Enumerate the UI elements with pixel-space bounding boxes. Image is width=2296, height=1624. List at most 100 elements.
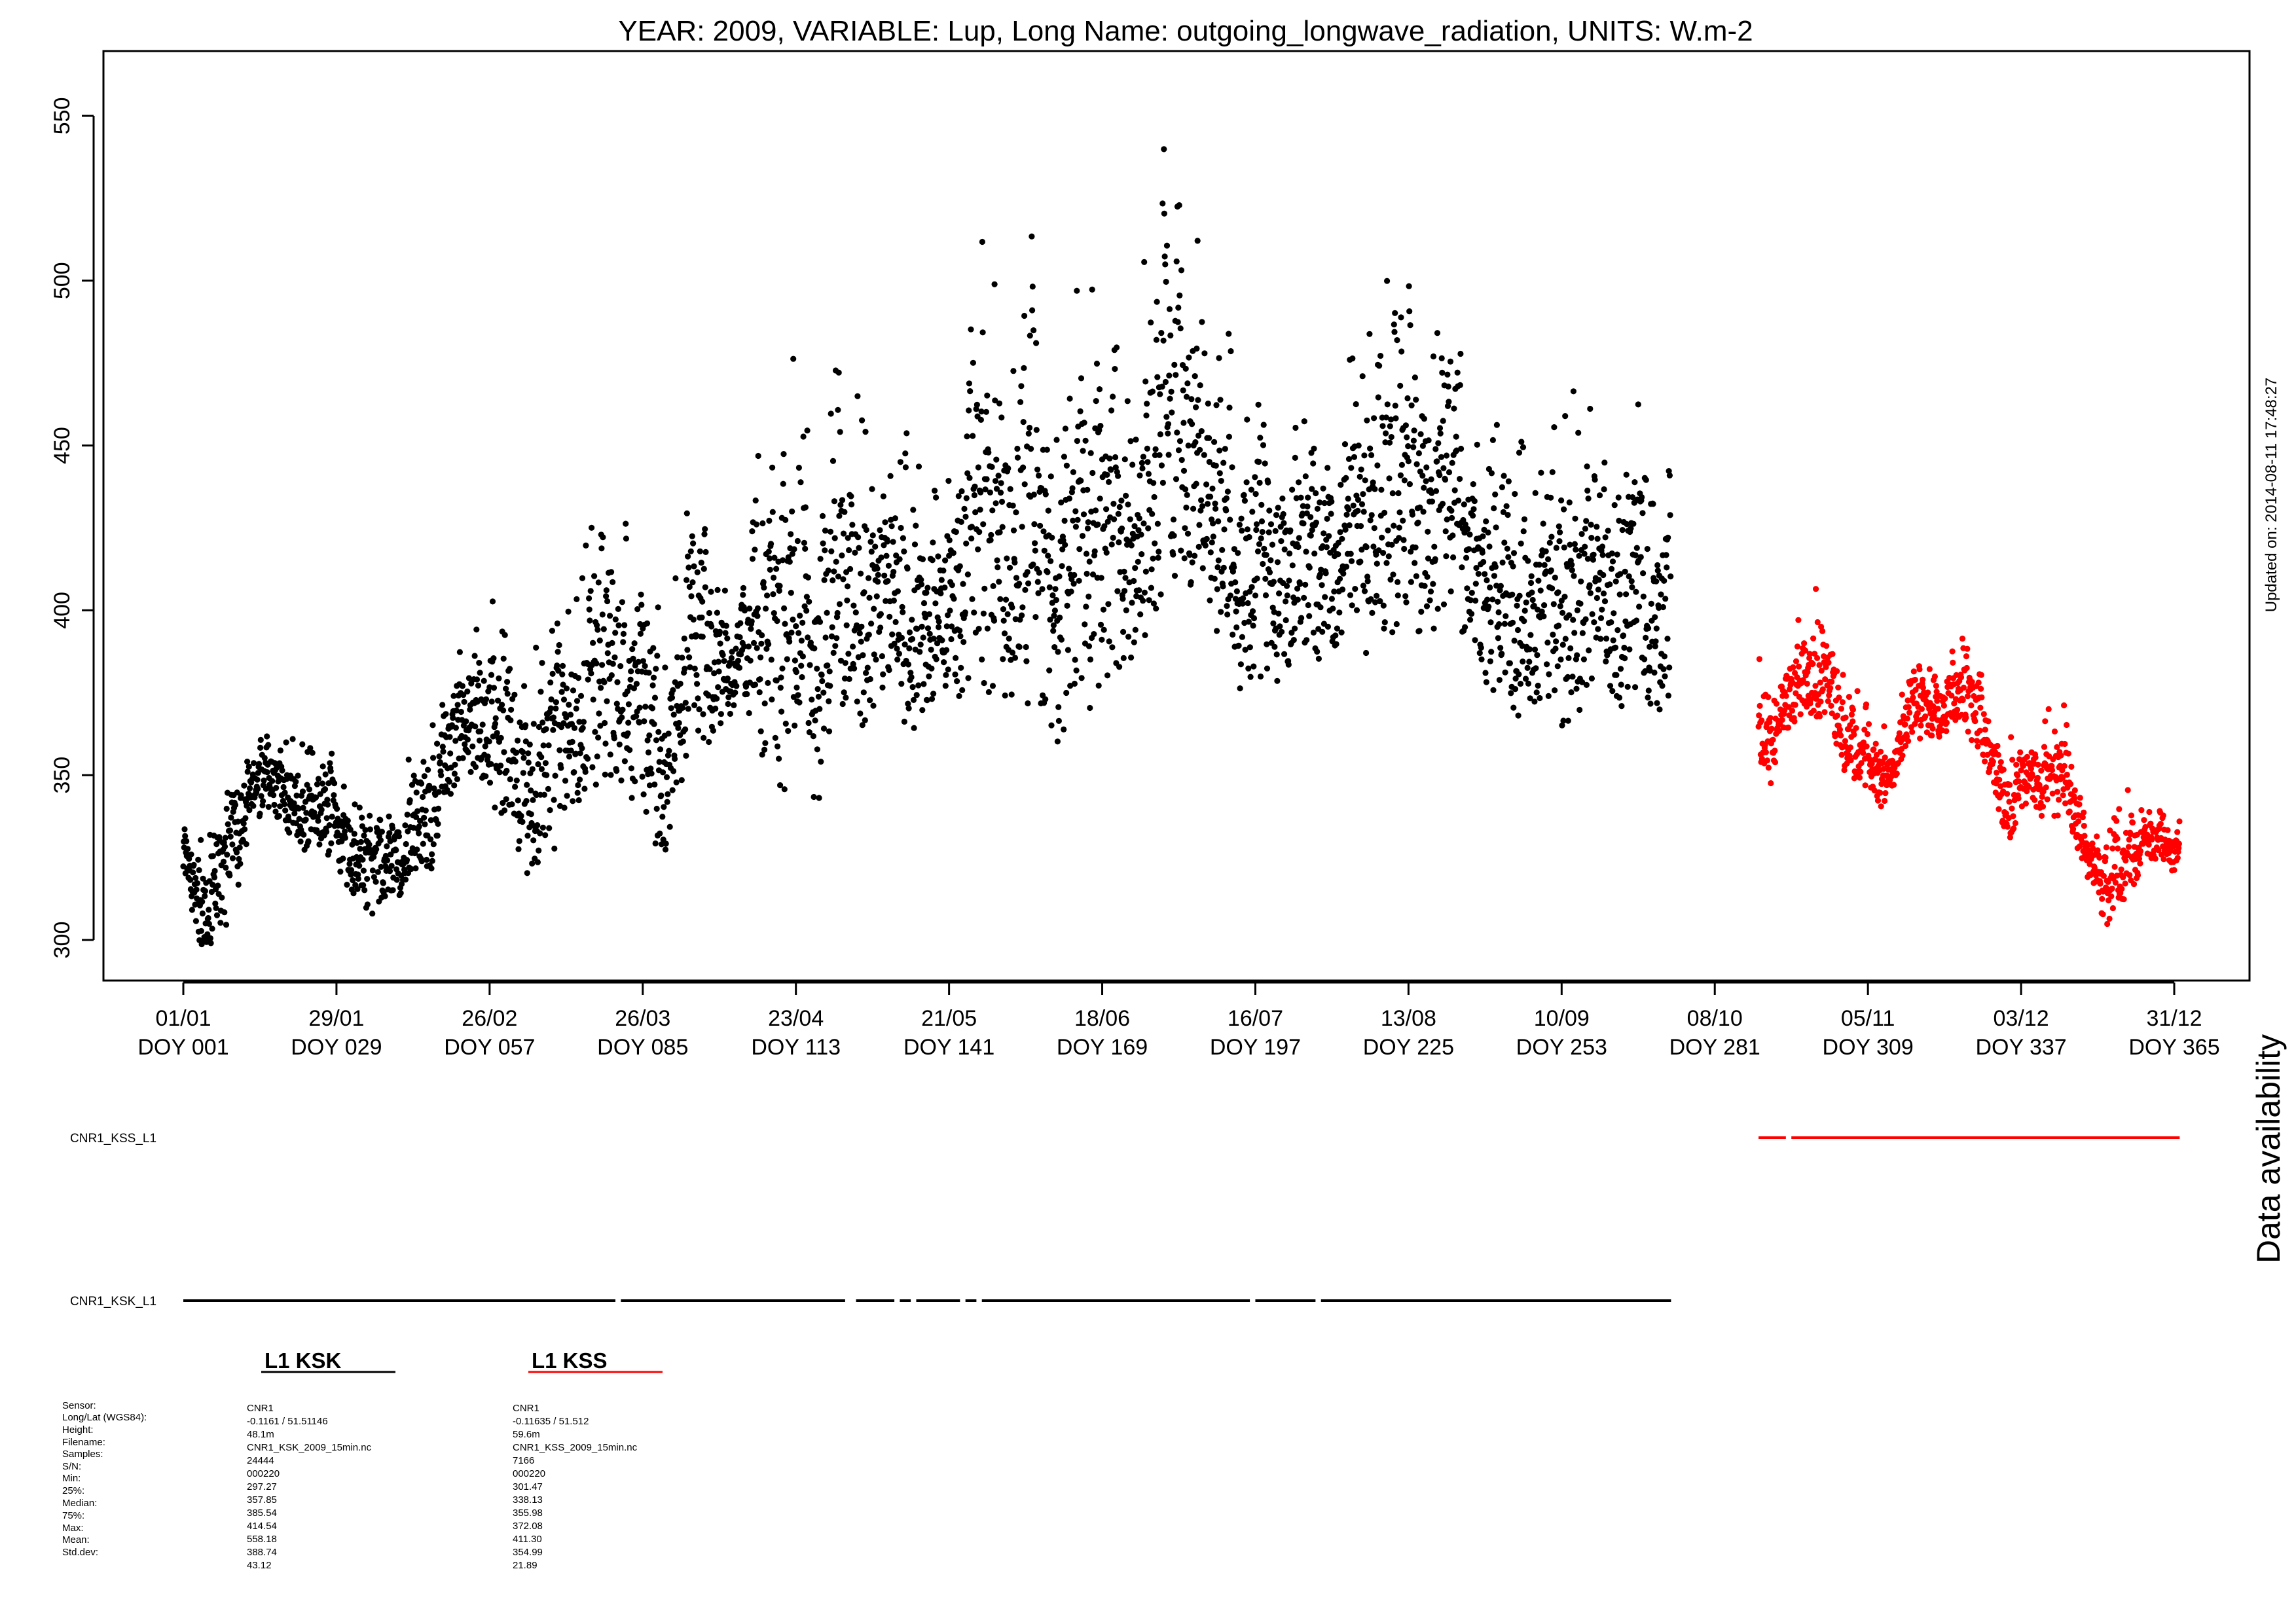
- data-point: [786, 558, 793, 565]
- data-point: [1445, 383, 1451, 390]
- data-point: [1192, 373, 1198, 380]
- data-point: [1438, 355, 1445, 362]
- data-point: [467, 768, 474, 775]
- data-point: [1609, 688, 1616, 695]
- data-point: [1428, 476, 1434, 482]
- data-point: [1173, 372, 1179, 378]
- data-point: [724, 635, 731, 641]
- data-point: [1348, 558, 1355, 564]
- data-point: [1623, 471, 1630, 478]
- data-point: [1125, 501, 1131, 508]
- data-point: [277, 747, 283, 754]
- data-point: [1614, 627, 1621, 634]
- data-point: [1589, 611, 1595, 617]
- data-point: [1122, 575, 1129, 581]
- data-point: [960, 581, 966, 587]
- data-point: [962, 609, 968, 616]
- data-point: [871, 651, 877, 658]
- data-point: [2054, 789, 2061, 795]
- data-point: [2049, 767, 2056, 774]
- data-point: [1228, 348, 1234, 355]
- data-point: [728, 655, 735, 662]
- data-point: [841, 509, 848, 515]
- data-point: [524, 870, 530, 876]
- data-point: [1768, 780, 1774, 787]
- data-point: [524, 782, 530, 788]
- data-point: [1369, 609, 1376, 617]
- data-point: [816, 795, 822, 801]
- data-point: [958, 488, 965, 495]
- data-point: [629, 795, 635, 801]
- data-point: [800, 433, 807, 440]
- data-point: [670, 768, 677, 774]
- data-point: [503, 796, 509, 803]
- data-point: [1334, 625, 1340, 632]
- data-point: [283, 739, 289, 746]
- data-point: [602, 771, 608, 778]
- data-point: [1103, 506, 1110, 513]
- data-point: [1178, 457, 1185, 463]
- data-point: [1470, 481, 1476, 488]
- data-point: [636, 719, 643, 726]
- data-point: [1612, 644, 1619, 651]
- y-tick-label: 400: [50, 592, 75, 629]
- data-point: [1046, 667, 1053, 674]
- data-point: [617, 663, 624, 670]
- data-point: [1153, 336, 1159, 343]
- data-point: [1156, 452, 1163, 458]
- data-point: [1440, 418, 1446, 424]
- data-point: [1305, 602, 1311, 609]
- data-point: [1617, 666, 1624, 672]
- data-point: [917, 649, 923, 655]
- data-point: [384, 857, 391, 863]
- data-point: [1642, 668, 1649, 674]
- data-point: [1663, 552, 1669, 558]
- data-point: [1114, 588, 1121, 594]
- data-point: [1559, 641, 1566, 648]
- data-point: [1758, 755, 1765, 762]
- data-point: [1048, 558, 1054, 564]
- data-point: [1168, 388, 1175, 395]
- data-point: [440, 748, 446, 755]
- data-point: [691, 702, 698, 708]
- data-point: [1083, 604, 1089, 610]
- data-point: [198, 928, 204, 934]
- data-point: [690, 540, 697, 547]
- data-point: [1591, 619, 1597, 626]
- data-point: [1385, 527, 1391, 533]
- data-point: [481, 677, 487, 684]
- data-point: [1206, 435, 1212, 441]
- data-point: [1010, 502, 1016, 509]
- data-point: [1639, 494, 1645, 501]
- data-point: [1343, 511, 1350, 518]
- data-point: [702, 549, 709, 556]
- data-point: [1868, 761, 1875, 767]
- data-point: [852, 609, 859, 616]
- data-point: [539, 660, 545, 666]
- data-point: [236, 856, 242, 862]
- x-tick-date-label: 03/12: [1994, 1006, 2049, 1031]
- data-point: [1116, 539, 1122, 546]
- data-point: [950, 550, 957, 556]
- data-point: [1311, 550, 1318, 557]
- data-point: [1474, 441, 1480, 448]
- data-point: [357, 839, 365, 845]
- data-point: [941, 585, 948, 591]
- data-point: [1581, 550, 1588, 557]
- data-point: [1023, 658, 1030, 664]
- data-point: [782, 720, 789, 727]
- data-point: [716, 628, 723, 635]
- data-point: [1797, 711, 1804, 717]
- data-point: [1982, 758, 1988, 765]
- data-point: [1661, 577, 1667, 584]
- data-point: [1487, 584, 1493, 591]
- data-point: [554, 620, 561, 627]
- data-point: [1599, 552, 1606, 558]
- data-point: [789, 550, 795, 557]
- data-point: [858, 623, 865, 630]
- data-point: [1349, 355, 1356, 362]
- data-point: [1333, 641, 1339, 647]
- data-point: [2000, 767, 2007, 773]
- data-point: [1453, 433, 1459, 440]
- data-point: [777, 782, 784, 789]
